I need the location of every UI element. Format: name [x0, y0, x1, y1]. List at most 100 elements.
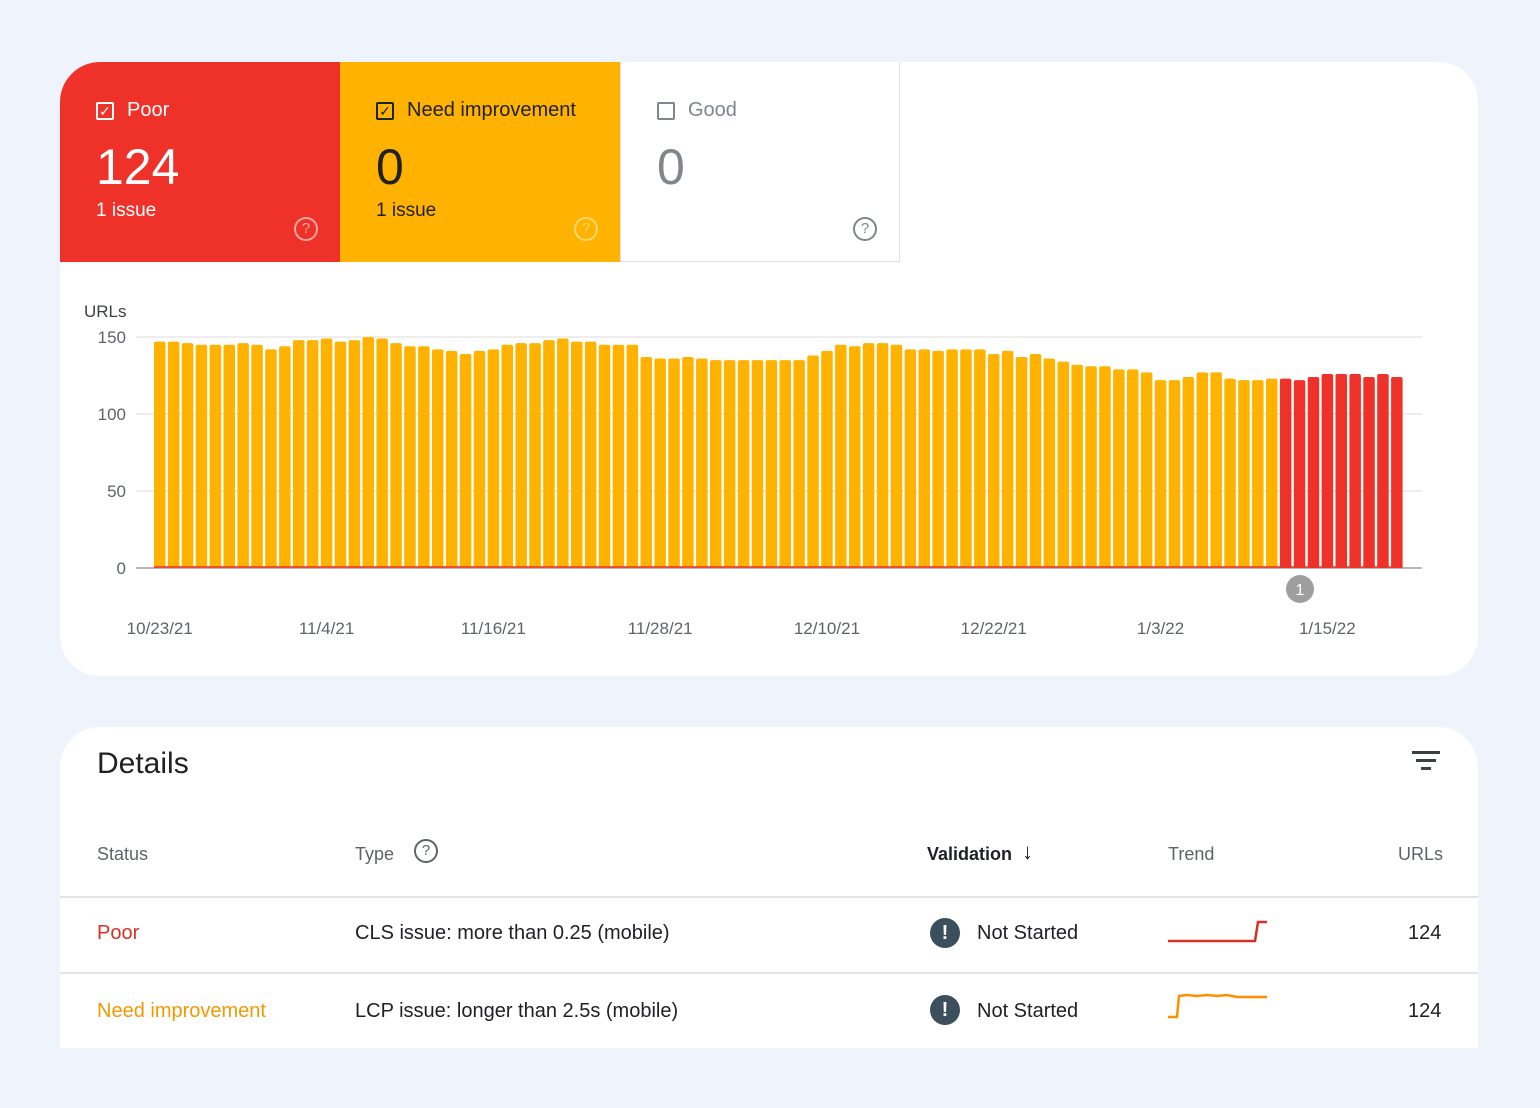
bar [459, 353, 472, 568]
column-urls[interactable]: URLs [1398, 844, 1444, 864]
bar [612, 344, 625, 568]
sort-down-arrow-icon[interactable]: ↓ [1022, 839, 1033, 864]
x-tick-label: 11/4/21 [299, 619, 354, 638]
bar [1210, 372, 1222, 568]
good-checkbox[interactable] [657, 102, 675, 120]
row-urls: 124 [1408, 922, 1442, 944]
poor-label: Poor [127, 99, 170, 121]
bar [988, 353, 1000, 568]
bar [571, 341, 583, 568]
bar [1252, 380, 1264, 568]
bar [862, 343, 875, 568]
row-status: Need improvement [97, 1000, 266, 1022]
bar [1071, 364, 1083, 568]
help-icon[interactable]: ? [574, 217, 598, 241]
bar [1377, 373, 1389, 568]
good-summary-tab[interactable]: Good 0 ? [620, 62, 900, 262]
annotation-marker[interactable]: 1 [1286, 575, 1314, 603]
bar [1391, 377, 1403, 568]
summary-chart-card: ✓ Poor 124 1 issue ? ✓ Need improvement … [60, 62, 1478, 676]
bar [1279, 378, 1292, 568]
bar [696, 358, 708, 568]
row-validation: Not Started [977, 1000, 1079, 1022]
bar [557, 338, 569, 568]
bar [598, 344, 611, 568]
bar [1349, 373, 1361, 568]
good-label: Good [688, 99, 737, 121]
column-type[interactable]: Type [355, 844, 395, 864]
bar [1307, 377, 1320, 568]
bar [1099, 366, 1111, 568]
bar [1127, 369, 1139, 568]
help-icon[interactable]: ? [294, 217, 318, 241]
bar [765, 360, 778, 568]
x-tick-label: 12/10/21 [794, 619, 860, 638]
help-icon[interactable]: ? [853, 217, 877, 241]
bar [1238, 380, 1250, 568]
row-type: CLS issue: more than 0.25 (mobile) [355, 922, 670, 944]
need-improvement-summary-tab[interactable]: ✓ Need improvement 0 1 issue ? [340, 62, 620, 262]
bar [668, 358, 680, 568]
bar [654, 358, 666, 568]
need-improvement-label: Need improvement [407, 99, 576, 121]
help-icon[interactable]: ? [414, 839, 438, 863]
details-title: Details [97, 747, 189, 780]
poor-checkbox[interactable]: ✓ [96, 102, 114, 120]
x-tick-label: 1/3/22 [1137, 619, 1184, 638]
x-tick-label: 1/15/22 [1299, 619, 1356, 638]
bar [1140, 372, 1153, 568]
x-tick-label: 12/22/21 [961, 619, 1027, 638]
bar [737, 360, 750, 568]
bar [904, 349, 917, 568]
trend-sparkline [1168, 993, 1267, 1019]
bar [1196, 372, 1208, 568]
bar [1154, 380, 1167, 568]
bar [390, 343, 402, 568]
need-improvement-checkbox[interactable]: ✓ [376, 102, 394, 120]
y-tick-label: 50 [107, 482, 126, 501]
bar [890, 344, 903, 568]
bar [849, 346, 861, 568]
bar [515, 343, 527, 568]
trend-sparkline [1168, 920, 1267, 943]
bar [1335, 373, 1347, 568]
row-type: LCP issue: longer than 2.5s (mobile) [355, 1000, 679, 1022]
bar [584, 341, 597, 568]
bar [529, 343, 541, 568]
column-status[interactable]: Status [97, 844, 149, 864]
bar [960, 349, 972, 568]
bar [1363, 377, 1375, 568]
bar [682, 357, 694, 568]
bar [793, 360, 805, 568]
bar [348, 340, 361, 568]
bar [265, 349, 277, 568]
bar [1224, 378, 1236, 568]
bar [445, 350, 458, 568]
bar [473, 350, 486, 568]
bar [974, 349, 986, 568]
poor-summary-tab[interactable]: ✓ Poor 124 1 issue ? [60, 62, 340, 262]
bar [1029, 353, 1042, 568]
bar [293, 340, 305, 568]
bar [334, 341, 347, 568]
bar [835, 344, 847, 568]
bar [1015, 357, 1028, 568]
bar [223, 344, 235, 568]
bar [710, 360, 722, 568]
bar [918, 349, 930, 568]
bar [181, 343, 194, 568]
exclamation-icon: ! [930, 918, 960, 948]
bar [209, 344, 222, 568]
bar [1113, 369, 1125, 568]
bar [376, 338, 388, 568]
bar [751, 360, 764, 568]
filter-icon[interactable] [1412, 751, 1440, 775]
column-validation[interactable]: Validation [927, 844, 1013, 864]
x-tick-label: 10/23/21 [127, 619, 193, 638]
bar [876, 343, 889, 568]
bar [1001, 350, 1014, 568]
bar [320, 338, 333, 568]
bar [195, 344, 208, 568]
bar [487, 349, 500, 568]
